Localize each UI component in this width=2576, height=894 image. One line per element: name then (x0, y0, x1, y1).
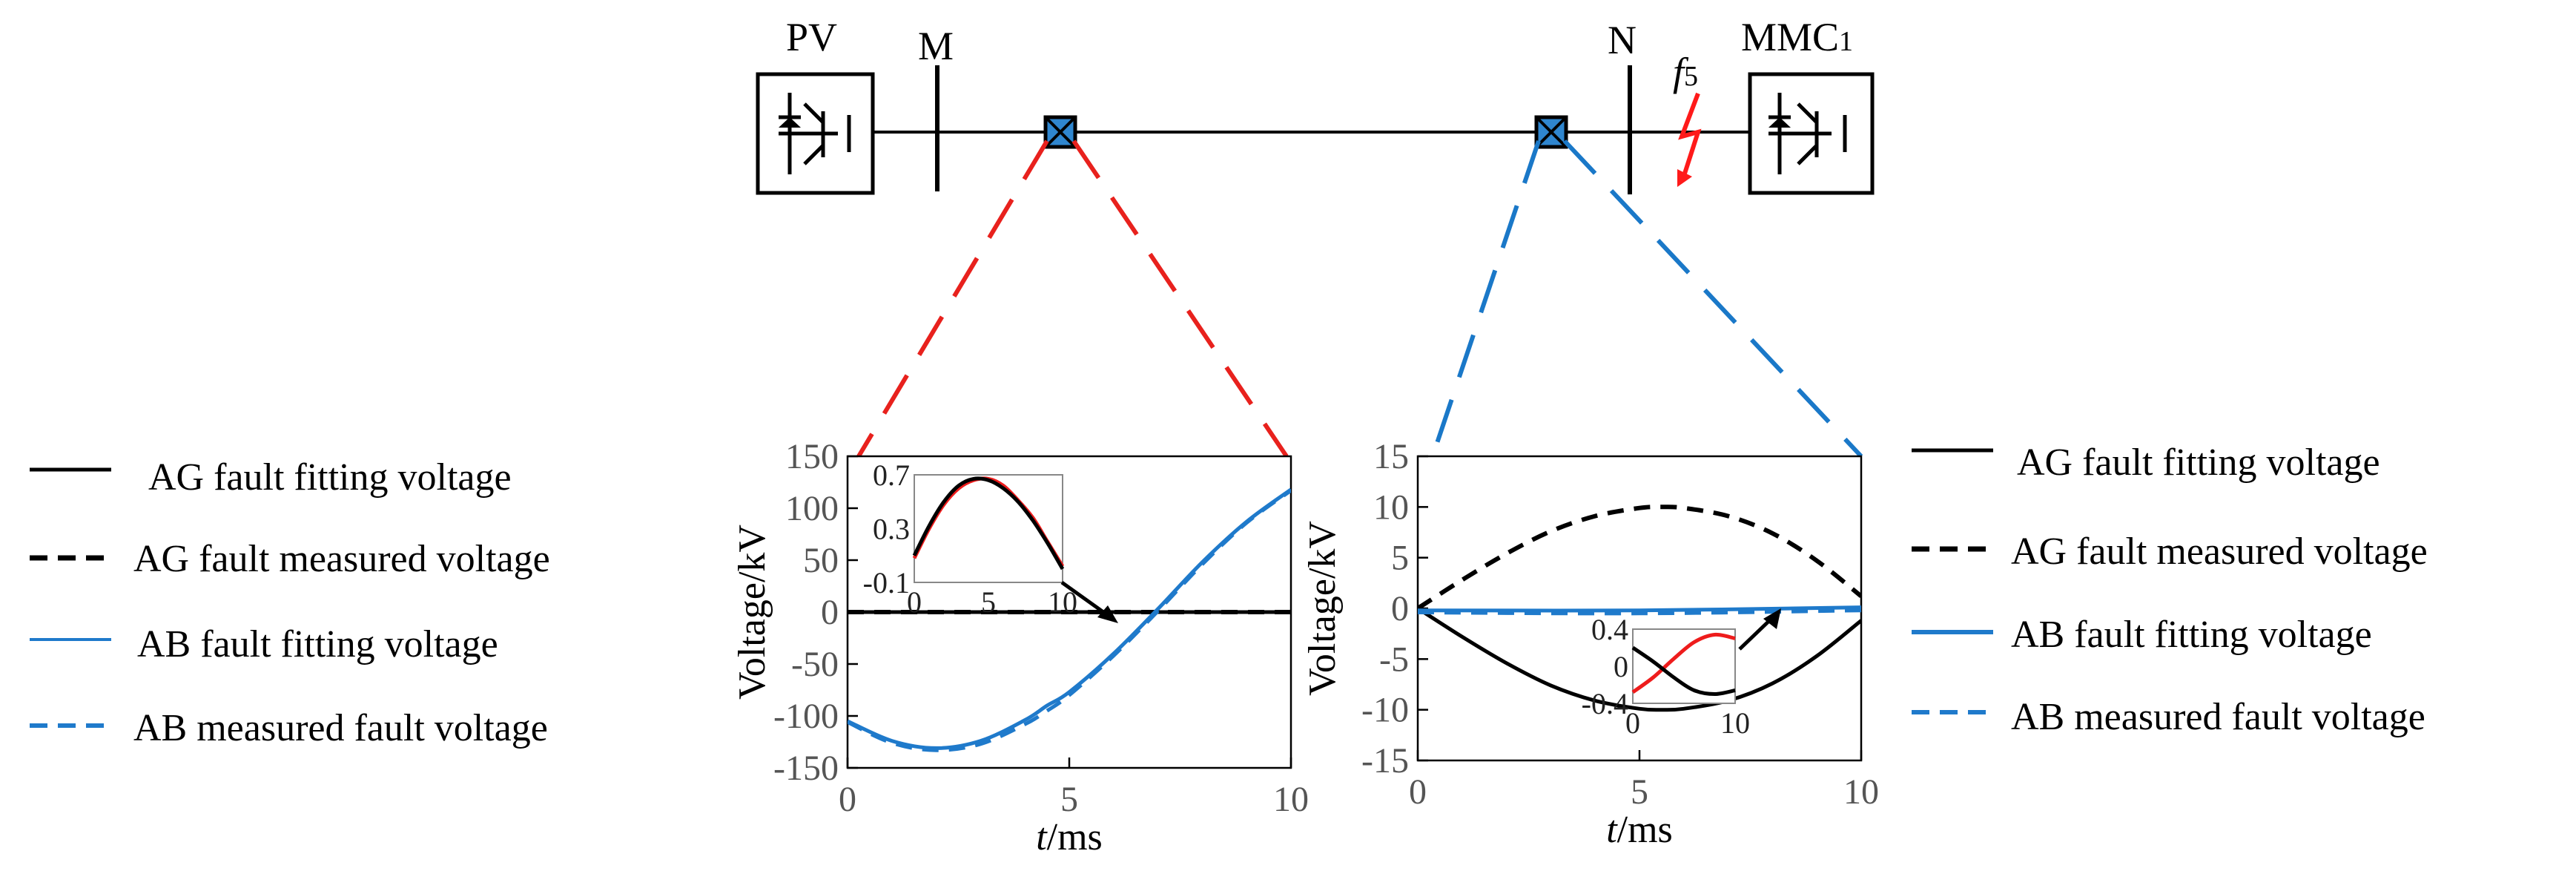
svg-text:AG fault fitting voltage: AG fault fitting voltage (2017, 441, 2380, 484)
single-line-diagram: PV M N f5 (756, 15, 1875, 195)
inset-y-tick-label: 0 (1614, 650, 1628, 683)
svg-text:AG fault measured voltage: AG fault measured voltage (133, 538, 550, 580)
y-axis-label: Voltage/kV (1301, 521, 1344, 696)
series-group (1418, 504, 1861, 712)
x-axis-label: t/ms (1606, 809, 1673, 851)
legend-right-entry: AB measured fault voltage (1912, 696, 2425, 738)
y-tick-label: -15 (1361, 741, 1409, 780)
y-tick-label: -100 (773, 697, 839, 736)
y-tick-label: -50 (791, 645, 839, 684)
y-axis-label: Voltage/kV (731, 525, 773, 700)
breaker-m-icon (1043, 115, 1077, 149)
pv-label: PV (786, 15, 837, 59)
series-line (1418, 608, 1861, 616)
legend-left-entry: AB fault fitting voltage (30, 623, 498, 665)
inset-pointer-arrow (1060, 580, 1110, 618)
series-line (848, 489, 1291, 752)
mmc-label: MMC1 (1741, 15, 1853, 59)
y-tick-label: -10 (1361, 691, 1409, 730)
inset-x-tick-label: 10 (1720, 706, 1750, 740)
y-tick-label: 10 (1373, 487, 1409, 527)
inset-y-tick-label: 0.4 (1591, 613, 1628, 646)
x-tick-label: 5 (1631, 772, 1648, 812)
series-line (1418, 605, 1861, 613)
x-axis-label: t/ms (1036, 816, 1103, 858)
series-line (1418, 504, 1861, 611)
bus-m-label: M (918, 24, 954, 68)
legend-right: AG fault fitting voltage AG fault measur… (1912, 441, 2428, 738)
x-tick-label: 0 (839, 780, 856, 819)
legend-right-entry: AB fault fitting voltage (1912, 614, 2372, 656)
y-tick-label: 0 (821, 593, 839, 632)
svg-text:AB fault fitting voltage: AB fault fitting voltage (2011, 614, 2372, 656)
inset-y-tick-label: 0.3 (873, 513, 910, 546)
mmc-igbt-icon (1768, 93, 1847, 174)
zoom-line-right-b (1562, 139, 1863, 458)
inset-series-line (1631, 645, 1736, 697)
x-tick-label: 0 (1409, 772, 1427, 812)
svg-text:AB measured fault voltage: AB measured fault voltage (2011, 696, 2425, 738)
y-tick-label: 100 (785, 489, 839, 528)
svg-text:AB measured fault voltage: AB measured fault voltage (133, 707, 548, 749)
legend-left-entry: AG fault measured voltage (30, 538, 550, 580)
inset-pointer-arrowhead (1097, 605, 1118, 623)
inset-series-line (912, 476, 1065, 571)
inset-plot: 0.40-0.40 10 (1582, 613, 1750, 740)
legend-right-entry: AG fault measured voltage (1912, 530, 2428, 573)
legend-left-entry: AB measured fault voltage (30, 707, 548, 749)
svg-text:AB fault fitting voltage: AB fault fitting voltage (137, 623, 498, 665)
zoom-line-right-a (1430, 140, 1541, 457)
inset-y-tick-label: -0.4 (1582, 687, 1628, 720)
inset-plot: 0.70.3-0.10 5 10 (863, 458, 1077, 619)
inset-y-tick-label: -0.1 (863, 566, 910, 599)
svg-text:AG fault measured voltage: AG fault measured voltage (2011, 530, 2428, 573)
fault-lightning-icon (1677, 92, 1702, 187)
breaker-n-icon (1534, 115, 1568, 149)
series-line (1418, 606, 1861, 712)
inset-series-line (1631, 632, 1736, 694)
legend-right-entry: AG fault fitting voltage (1912, 441, 2380, 484)
inset-frame (1632, 628, 1736, 704)
legend-left-entry: AG fault fitting voltage (30, 456, 512, 499)
y-tick-label: 5 (1391, 539, 1409, 578)
inset-x-tick-label: 0 (1625, 706, 1640, 740)
svg-text:AG fault fitting voltage: AG fault fitting voltage (148, 456, 512, 499)
inset-pointer-arrowhead (1763, 608, 1781, 629)
fault-label: f5 (1673, 50, 1698, 94)
x-tick-label: 5 (1060, 780, 1078, 819)
y-tick-label: -150 (773, 749, 839, 788)
inset-y-tick-label: 0.7 (873, 458, 910, 492)
y-tick-label: -5 (1379, 640, 1409, 679)
bus-n-label: N (1608, 18, 1637, 62)
y-tick-label: 50 (803, 541, 839, 580)
x-tick-label: 10 (1273, 780, 1309, 819)
y-tick-label: 15 (1373, 437, 1409, 476)
y-tick-label: 0 (1391, 589, 1409, 628)
legend-left: AG fault fitting voltage AG fault measur… (30, 456, 550, 749)
zoom-line-left-a (856, 139, 1049, 458)
x-tick-label: 10 (1843, 772, 1879, 812)
y-tick-label: 150 (785, 437, 839, 476)
inset-x-tick-label: 0 (907, 585, 922, 619)
series-group (848, 487, 1291, 752)
zoom-line-left-b (1071, 139, 1289, 458)
pv-igbt-icon (779, 93, 851, 174)
inset-x-tick-label: 5 (981, 585, 996, 619)
